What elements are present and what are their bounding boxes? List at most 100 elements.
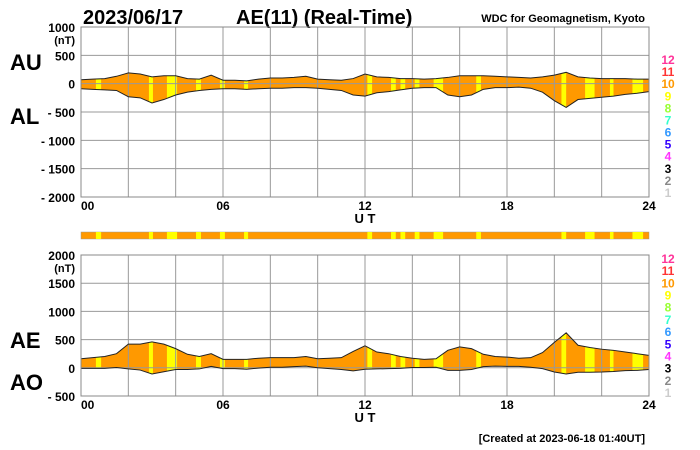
legend-count-4: 4 xyxy=(665,349,672,363)
al-label: AL xyxy=(10,104,39,129)
legend-count-6: 6 xyxy=(665,325,672,339)
y-tick-label: 500 xyxy=(55,49,75,63)
x-tick-label: 06 xyxy=(216,199,230,213)
band-yellow-segment xyxy=(476,332,481,375)
legend-count-9: 9 xyxy=(665,289,672,303)
legend-count-12: 12 xyxy=(661,53,675,67)
strip-yellow-segment xyxy=(196,232,201,239)
band-yellow-segment xyxy=(414,332,420,375)
source-label: WDC for Geomagnetism, Kyoto xyxy=(481,13,645,25)
band-yellow-segment xyxy=(219,332,225,375)
band-yellow-segment xyxy=(148,72,153,108)
x-axis-label: U T xyxy=(355,410,376,425)
band-yellow-segment xyxy=(400,332,406,375)
strip-yellow-segment xyxy=(414,232,420,239)
ae-label: AE xyxy=(10,328,41,353)
band-yellow-segment xyxy=(561,332,567,375)
legend-count-1: 1 xyxy=(665,386,672,400)
x-tick-label: 06 xyxy=(216,398,230,412)
legend-count-3: 3 xyxy=(665,162,672,176)
strip-yellow-segment xyxy=(476,232,481,239)
y-tick-label: - 1000 xyxy=(41,134,75,148)
x-tick-label: 12 xyxy=(358,199,372,213)
y-tick-label: 500 xyxy=(55,334,75,348)
strip-orange xyxy=(80,231,650,240)
strip-yellow-segment xyxy=(148,232,153,239)
strip-yellow-segment xyxy=(433,232,444,239)
legend-count-2: 2 xyxy=(665,174,672,188)
y-tick-label: 0 xyxy=(68,362,75,376)
band-yellow-segment xyxy=(166,332,178,375)
y-unit-label: (nT) xyxy=(54,35,75,47)
y-unit-label: (nT) xyxy=(54,263,75,275)
band-yellow-segment xyxy=(585,72,595,108)
legend-count-11: 11 xyxy=(662,65,675,79)
ao-label: AO xyxy=(10,370,43,395)
legend-count-10: 10 xyxy=(661,276,675,290)
legend-count-4: 4 xyxy=(665,150,672,164)
strip-yellow-segment xyxy=(95,232,102,239)
series-line-lower xyxy=(80,86,650,109)
legend-count-7: 7 xyxy=(665,313,672,327)
legend-count-5: 5 xyxy=(665,337,672,351)
legend-count-7: 7 xyxy=(665,113,672,127)
y-tick-label: - 1500 xyxy=(41,163,75,177)
band-yellow-segment xyxy=(367,332,373,375)
legend-count-3: 3 xyxy=(665,362,672,376)
created-footer: [Created at 2023-06-18 01:40UT] xyxy=(479,433,646,445)
x-tick-label: 00 xyxy=(81,398,95,412)
y-tick-label: - 2000 xyxy=(41,191,75,205)
band-yellow-segment xyxy=(148,332,153,375)
band-yellow-segment xyxy=(367,72,373,108)
band-yellow-segment xyxy=(95,332,102,375)
strip-yellow-segment xyxy=(561,232,567,239)
series-line-upper xyxy=(80,332,650,360)
band-yellow-segment xyxy=(585,332,595,375)
legend-count-6: 6 xyxy=(665,126,672,140)
au-al-panel: 1000 500 0 - 500 - 1000 - 1500 - 2000 (nT) 00 06 1… xyxy=(41,21,656,226)
strip-yellow-segment xyxy=(585,232,595,239)
legend-count-8: 8 xyxy=(665,101,672,115)
band-yellow-segment xyxy=(632,332,644,375)
strip-yellow-segment xyxy=(166,232,178,239)
x-tick-label: 00 xyxy=(81,199,95,213)
y-tick-label: 1500 xyxy=(48,277,75,291)
y-tick-label: 2000 xyxy=(48,249,75,263)
legend-count-11: 11 xyxy=(662,264,675,278)
legend-count-10: 10 xyxy=(661,77,675,91)
band-yellow-segment xyxy=(391,72,396,108)
strip-yellow-segment xyxy=(400,232,406,239)
date-title: 2023/06/17 xyxy=(83,7,183,29)
x-tick-label: 18 xyxy=(500,199,514,213)
au-label: AU xyxy=(10,50,42,75)
strip-yellow-segment xyxy=(367,232,373,239)
series-line-lower xyxy=(81,365,650,375)
station-count-strip xyxy=(80,231,650,240)
x-axis-label: U T xyxy=(355,211,376,226)
legend-count-8: 8 xyxy=(665,301,672,315)
legend-count-9: 9 xyxy=(665,89,672,103)
series-line-upper xyxy=(80,71,649,82)
ae-ao-panel: 2000 1500 1000 500 0 - 500 (nT) 00 06 12 18 24 U T xyxy=(48,249,656,425)
legend-count-12: 12 xyxy=(661,252,675,266)
band-yellow-segment xyxy=(476,72,481,108)
strip-yellow-segment xyxy=(632,232,644,239)
y-tick-label: 1000 xyxy=(48,21,75,35)
strip-yellow-segment xyxy=(391,232,396,239)
x-tick-label: 24 xyxy=(642,398,656,412)
band-yellow-segment xyxy=(196,72,201,108)
plot-frame xyxy=(80,254,650,397)
band-yellow-segment xyxy=(561,72,567,108)
strip-yellow-segment xyxy=(219,232,225,239)
x-tick-label: 18 xyxy=(500,398,514,412)
legend-count-1: 1 xyxy=(665,186,672,200)
y-tick-label: - 500 xyxy=(48,106,76,120)
band-yellow-segment xyxy=(166,72,178,108)
band-yellow-segment xyxy=(391,332,396,375)
band-yellow-segment xyxy=(609,72,614,108)
legend-count-5: 5 xyxy=(665,138,672,152)
band-yellow-segment xyxy=(632,72,644,108)
